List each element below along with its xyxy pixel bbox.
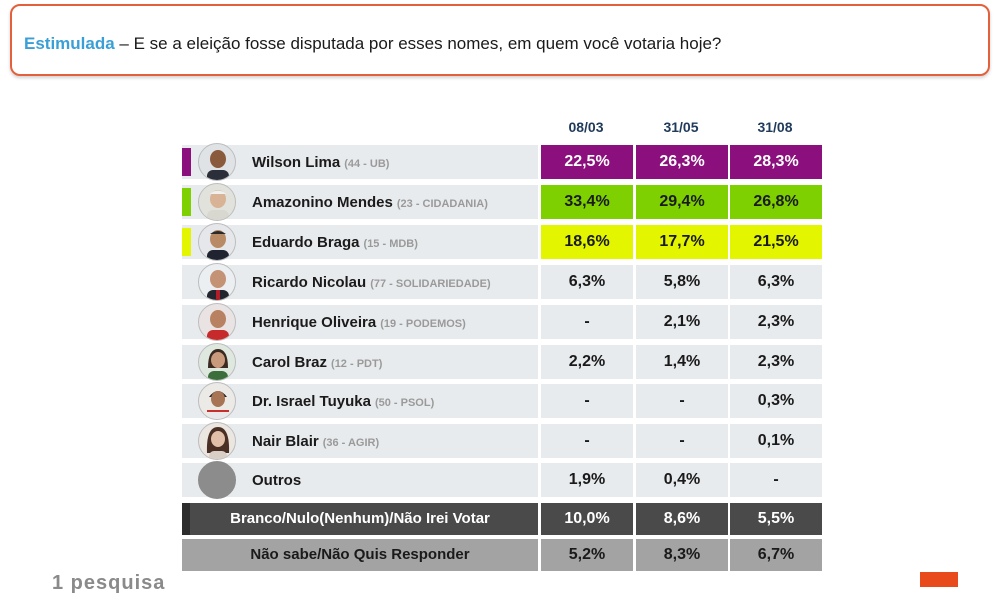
value-31-08: 21,5% xyxy=(730,225,822,259)
column-header-2: 31/05 xyxy=(663,119,699,135)
candidate-row-carol-braz: Carol Braz (12 - PDT) 2,2% 1,4% 2,3% xyxy=(182,343,822,381)
candidate-party: (19 - PODEMOS) xyxy=(380,318,466,330)
value-08-03: 5,2% xyxy=(541,539,633,571)
value-31-05: 26,3% xyxy=(636,145,728,179)
candidate-cell: Dr. Israel Tuyuka (50 - PSOL) xyxy=(182,382,538,420)
question-text: Estimulada – E se a eleição fosse disput… xyxy=(24,34,721,54)
candidate-avatar xyxy=(198,382,236,420)
value-31-08: 2,3% xyxy=(730,345,822,379)
candidate-party: (44 - UB) xyxy=(344,158,390,170)
candidate-cell: Outros xyxy=(182,461,538,499)
value-08-03: - xyxy=(541,424,633,458)
candidate-row-nair-blair: Nair Blair (36 - AGIR) - - 0,1% xyxy=(182,422,822,460)
candidate-cell: Henrique Oliveira (19 - PODEMOS) xyxy=(182,303,538,341)
summary-label: Branco/Nulo(Nenhum)/Não Irei Votar xyxy=(182,503,538,535)
footer-page-mark xyxy=(920,572,958,587)
candidate-party: (12 - PDT) xyxy=(331,358,383,370)
footer-logo: 1 pesquisa xyxy=(52,572,166,594)
color-marker xyxy=(182,148,191,176)
candidate-cell: Eduardo Braga (15 - MDB) xyxy=(182,223,538,261)
value-31-05: 17,7% xyxy=(636,225,728,259)
candidate-cell: Nair Blair (36 - AGIR) xyxy=(182,422,538,460)
candidate-row-eduardo-braga: Eduardo Braga (15 - MDB) 18,6% 17,7% 21,5… xyxy=(182,223,822,261)
candidate-row-ricardo-nicolau: Ricardo Nicolau (77 - SOLIDARIEDADE) 6,3%… xyxy=(182,263,822,301)
summary-row-dont-know: Não sabe/Não Quis Responder 5,2% 8,3% 6,… xyxy=(182,539,822,571)
candidate-party: (50 - PSOL) xyxy=(374,397,435,409)
value-31-05: - xyxy=(636,384,728,418)
value-31-08: 28,3% xyxy=(730,145,822,179)
question-body: – E se a eleição fosse disputada por ess… xyxy=(114,34,722,53)
candidate-name: Nair Blair (36 - AGIR) xyxy=(252,433,380,450)
value-31-05: 0,4% xyxy=(636,463,728,497)
candidate-party: (36 - AGIR) xyxy=(322,437,380,449)
candidate-avatar xyxy=(198,343,236,381)
value-31-05: 8,6% xyxy=(636,503,728,535)
value-08-03: 18,6% xyxy=(541,225,633,259)
candidate-row-henrique-oliveira: Henrique Oliveira (19 - PODEMOS) - 2,1% 2… xyxy=(182,303,822,341)
candidate-row-outros: Outros 1,9% 0,4% - xyxy=(182,461,822,499)
value-31-05: 29,4% xyxy=(636,185,728,219)
candidate-cell: Carol Braz (12 - PDT) xyxy=(182,343,538,381)
candidate-name: Outros xyxy=(252,472,302,489)
candidate-avatar xyxy=(198,143,236,181)
candidate-avatar xyxy=(198,223,236,261)
placeholder-avatar xyxy=(198,461,236,499)
candidate-name: Carol Braz (12 - PDT) xyxy=(252,354,383,371)
value-31-08: 0,3% xyxy=(730,384,822,418)
value-31-05: 8,3% xyxy=(636,539,728,571)
candidate-cell: Wilson Lima (44 - UB) xyxy=(182,143,538,181)
value-31-08: 2,3% xyxy=(730,305,822,339)
value-31-05: 1,4% xyxy=(636,345,728,379)
candidate-row-amazonino-mendes: Amazonino Mendes (23 - CIDADANIA) 33,4% 2… xyxy=(182,183,822,221)
value-08-03: 33,4% xyxy=(541,185,633,219)
value-08-03: 10,0% xyxy=(541,503,633,535)
candidate-party: (15 - MDB) xyxy=(363,238,418,250)
candidate-name: Henrique Oliveira (19 - PODEMOS) xyxy=(252,314,466,331)
candidate-name: Ricardo Nicolau (77 - SOLIDARIEDADE) xyxy=(252,274,491,291)
question-box: Estimulada – E se a eleição fosse disput… xyxy=(10,4,990,76)
value-08-03: - xyxy=(541,305,633,339)
candidate-party: (77 - SOLIDARIEDADE) xyxy=(370,278,491,290)
candidate-avatar xyxy=(198,422,236,460)
column-header-3: 31/08 xyxy=(757,119,793,135)
value-31-05: 5,8% xyxy=(636,265,728,299)
value-31-08: - xyxy=(730,463,822,497)
candidate-name: Eduardo Braga (15 - MDB) xyxy=(252,234,418,251)
summary-edge xyxy=(182,503,190,535)
value-08-03: 1,9% xyxy=(541,463,633,497)
value-31-05: 2,1% xyxy=(636,305,728,339)
value-31-08: 5,5% xyxy=(730,503,822,535)
value-31-08: 0,1% xyxy=(730,424,822,458)
candidate-name: Dr. Israel Tuyuka (50 - PSOL) xyxy=(252,393,435,410)
value-08-03: 6,3% xyxy=(541,265,633,299)
summary-label: Não sabe/Não Quis Responder xyxy=(182,539,538,571)
value-31-08: 6,7% xyxy=(730,539,822,571)
question-keyword: Estimulada xyxy=(24,34,115,53)
candidate-avatar xyxy=(198,263,236,301)
candidate-name: Wilson Lima (44 - UB) xyxy=(252,154,390,171)
value-31-05: - xyxy=(636,424,728,458)
value-08-03: - xyxy=(541,384,633,418)
color-marker xyxy=(182,188,191,216)
candidate-avatar xyxy=(198,303,236,341)
value-31-08: 6,3% xyxy=(730,265,822,299)
candidate-name: Amazonino Mendes (23 - CIDADANIA) xyxy=(252,194,488,211)
value-08-03: 22,5% xyxy=(541,145,633,179)
candidate-cell: Ricardo Nicolau (77 - SOLIDARIEDADE) xyxy=(182,263,538,301)
color-marker xyxy=(182,228,191,256)
candidate-row-wilson-lima: Wilson Lima (44 - UB) 22,5% 26,3% 28,3% xyxy=(182,143,822,181)
value-31-08: 26,8% xyxy=(730,185,822,219)
column-header-1: 08/03 xyxy=(568,119,604,135)
candidate-row-israel-tuyuka: Dr. Israel Tuyuka (50 - PSOL) - - 0,3% xyxy=(182,382,822,420)
value-08-03: 2,2% xyxy=(541,345,633,379)
summary-row-blank-null: Branco/Nulo(Nenhum)/Não Irei Votar 10,0%… xyxy=(182,503,822,535)
candidate-cell: Amazonino Mendes (23 - CIDADANIA) xyxy=(182,183,538,221)
candidate-party: (23 - CIDADANIA) xyxy=(396,198,488,210)
candidate-avatar xyxy=(198,183,236,221)
